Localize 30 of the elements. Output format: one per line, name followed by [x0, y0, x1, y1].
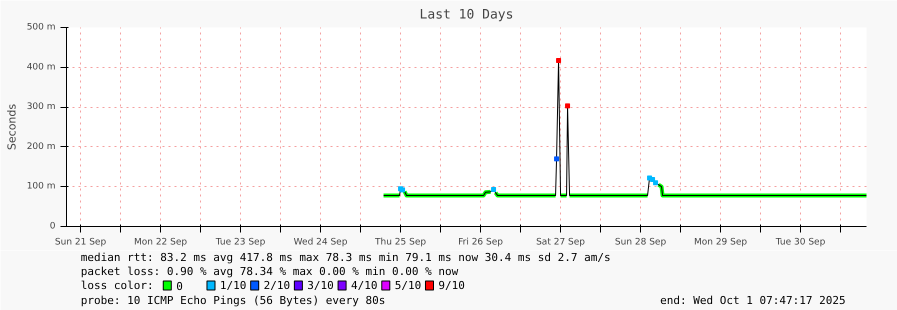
text: probe: 10 ICMP Echo Pings (56 Bytes) every 80s [80, 294, 386, 307]
y-tick-label: 500 m [26, 22, 56, 32]
legend-label: 1/10 [220, 279, 246, 292]
y-axis-title: Seconds [6, 104, 19, 150]
x-tick-label: Mon 22 Sep [134, 238, 188, 248]
y-tick-label: 0 [50, 222, 56, 232]
x-tick-label: Mon 29 Sep [694, 238, 748, 248]
legend-label: 9/10 [438, 279, 465, 292]
legend-label: 3/10 [307, 279, 334, 292]
x-tick-label: Wed 24 Sep [294, 238, 348, 248]
legend-title: loss color: [80, 279, 154, 292]
legend-label: 0 [176, 280, 183, 293]
x-tick-label: Sat 27 Sep [536, 238, 586, 248]
text: end: Wed Oct 1 07:47:17 2025 [660, 294, 846, 307]
x-tick-label: Sun 21 Sep [54, 238, 106, 248]
x-tick-label: Fri 26 Sep [458, 238, 504, 248]
x-tick-label: Tue 23 Sep [214, 238, 266, 248]
legend-label: 5/10 [394, 279, 422, 292]
chart-title: Last 10 Days [420, 8, 514, 22]
y-tick-label: 400 m [26, 62, 56, 72]
x-tick-label: Thu 25 Sep [374, 238, 426, 248]
y-tick-label: 200 m [26, 142, 56, 152]
x-tick-label: Sun 28 Sep [614, 238, 666, 248]
x-tick-label: Tue 30 Sep [774, 238, 826, 248]
y-tick-label: 300 m [26, 102, 56, 112]
legend-label: 2/10 [264, 279, 290, 292]
text: packet loss: 0.90 % avg 78.34 % max 0.00 % min 0.00 % now [80, 265, 459, 278]
text: median rtt: 83.2 ms avg 417.8 ms max 78.3 ms min 79.1 ms now 30.4 ms sd 2.7 am/s [80, 251, 611, 264]
y-tick-label: 100 m [26, 182, 56, 192]
legend-label: 4/10 [351, 279, 378, 292]
